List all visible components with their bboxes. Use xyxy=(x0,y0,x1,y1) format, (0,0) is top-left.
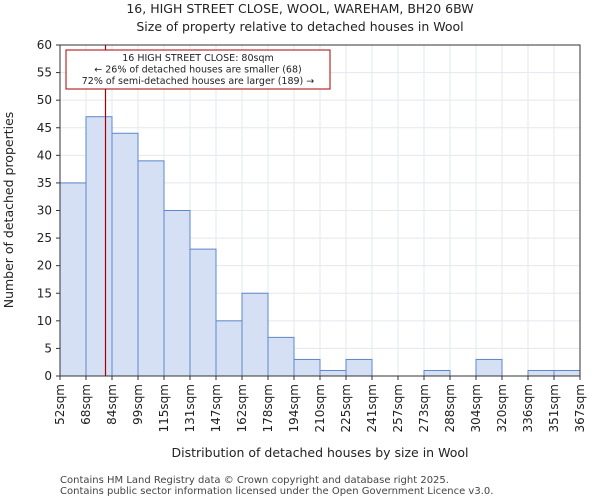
annotation-box: 16 HIGH STREET CLOSE: 80sqm ← 26% of det… xyxy=(65,49,331,90)
y-tick-label: 40 xyxy=(37,148,52,162)
annotation-border xyxy=(65,49,331,90)
bar-115sqm xyxy=(163,210,191,377)
y-tick-label: 35 xyxy=(37,176,52,190)
x-tick-label: 288sqm xyxy=(443,384,457,432)
x-tick-label: 210sqm xyxy=(313,384,327,432)
bar-84sqm xyxy=(111,132,139,377)
chart-title: 16, HIGH STREET CLOSE, WOOL, WAREHAM, BH… xyxy=(126,1,473,16)
annotation-line-2: ← 26% of detached houses are smaller (68… xyxy=(94,65,301,76)
footer-line-2: Contains public sector information licen… xyxy=(60,486,493,497)
y-tick-label: 0 xyxy=(44,369,52,383)
bars xyxy=(59,116,581,377)
x-tick-label: 115sqm xyxy=(157,384,171,432)
bar-131sqm xyxy=(189,248,217,377)
x-axis-title: Distribution of detached houses by size … xyxy=(172,445,469,460)
x-tick-label: 225sqm xyxy=(339,384,353,432)
bar-178sqm xyxy=(267,336,295,377)
x-axis-ticks: 52sqm 68sqm 84sqm 99sqm 115sqm 131sqm 147sqm 16… xyxy=(53,376,587,432)
chart-subtitle: Size of property relative to detached ho… xyxy=(136,19,463,34)
y-tick-label: 10 xyxy=(37,314,52,328)
y-tick-label: 20 xyxy=(37,259,52,273)
x-tick-label: 304sqm xyxy=(469,384,483,432)
y-tick-label: 60 xyxy=(37,38,52,52)
y-axis-ticks: 0 5 10 15 20 25 30 35 40 45 50 55 60 xyxy=(37,38,60,383)
bar-273sqm xyxy=(423,369,451,377)
bar-194sqm xyxy=(293,358,321,377)
bar-99sqm xyxy=(137,160,165,377)
x-tick-label: 194sqm xyxy=(287,384,301,432)
y-axis-title: Number of detached properties xyxy=(1,112,16,309)
annotation-line-1: 16 HIGH STREET CLOSE: 80sqm xyxy=(122,53,273,64)
y-tick-label: 50 xyxy=(37,93,52,107)
x-tick-label: 241sqm xyxy=(365,384,379,432)
x-tick-label: 367sqm xyxy=(573,384,587,432)
x-tick-label: 52sqm xyxy=(53,384,67,425)
x-tick-label: 99sqm xyxy=(131,384,145,425)
x-tick-label: 336sqm xyxy=(521,384,535,432)
y-tick-label: 15 xyxy=(37,286,52,300)
bar-304sqm xyxy=(475,358,503,377)
x-tick-label: 257sqm xyxy=(391,384,405,432)
x-tick-label: 273sqm xyxy=(417,384,431,432)
bar-351sqm xyxy=(553,369,581,377)
x-tick-label: 320sqm xyxy=(495,384,509,432)
x-tick-label: 162sqm xyxy=(235,384,249,432)
x-tick-label: 84sqm xyxy=(105,384,119,425)
annotation-line-3: 72% of semi-detached houses are larger (… xyxy=(82,76,315,87)
y-tick-label: 5 xyxy=(44,341,52,355)
bar-162sqm xyxy=(241,292,269,377)
x-tick-label: 68sqm xyxy=(79,384,93,425)
y-tick-label: 45 xyxy=(37,121,52,135)
bar-147sqm xyxy=(215,320,243,377)
bar-225sqm xyxy=(345,358,373,377)
y-tick-label: 55 xyxy=(37,66,52,80)
bar-68sqm xyxy=(85,116,113,377)
x-tick-label: 147sqm xyxy=(209,384,223,432)
plot-area xyxy=(59,44,581,377)
x-tick-label: 178sqm xyxy=(261,384,275,432)
bar-336sqm xyxy=(527,369,555,377)
x-tick-label: 131sqm xyxy=(183,384,197,432)
y-tick-label: 25 xyxy=(37,231,52,245)
y-tick-label: 30 xyxy=(37,204,52,218)
x-tick-label: 351sqm xyxy=(547,384,561,432)
bar-210sqm xyxy=(319,369,347,377)
bar-52sqm xyxy=(59,182,87,377)
footer-line-1: Contains HM Land Registry data © Crown c… xyxy=(60,475,449,486)
